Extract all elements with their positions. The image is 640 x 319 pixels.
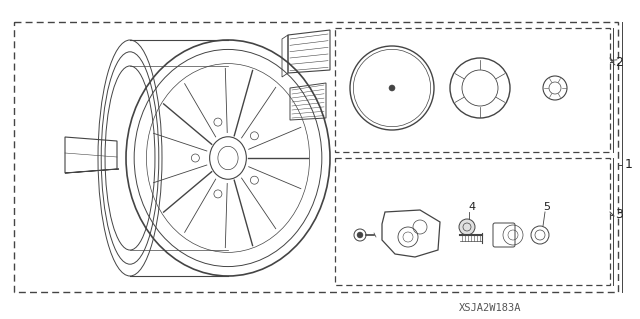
- Text: 5: 5: [543, 202, 550, 212]
- Circle shape: [389, 85, 395, 91]
- Text: 4: 4: [468, 202, 476, 212]
- Bar: [335, 158, 610, 285]
- Text: 2: 2: [615, 56, 623, 69]
- Text: 3: 3: [615, 209, 623, 221]
- Bar: [335, 28, 610, 152]
- Circle shape: [459, 219, 475, 235]
- Bar: [14, 22, 618, 292]
- Text: XSJA2W183A: XSJA2W183A: [459, 303, 521, 313]
- Text: 1: 1: [625, 159, 633, 172]
- Circle shape: [357, 232, 363, 238]
